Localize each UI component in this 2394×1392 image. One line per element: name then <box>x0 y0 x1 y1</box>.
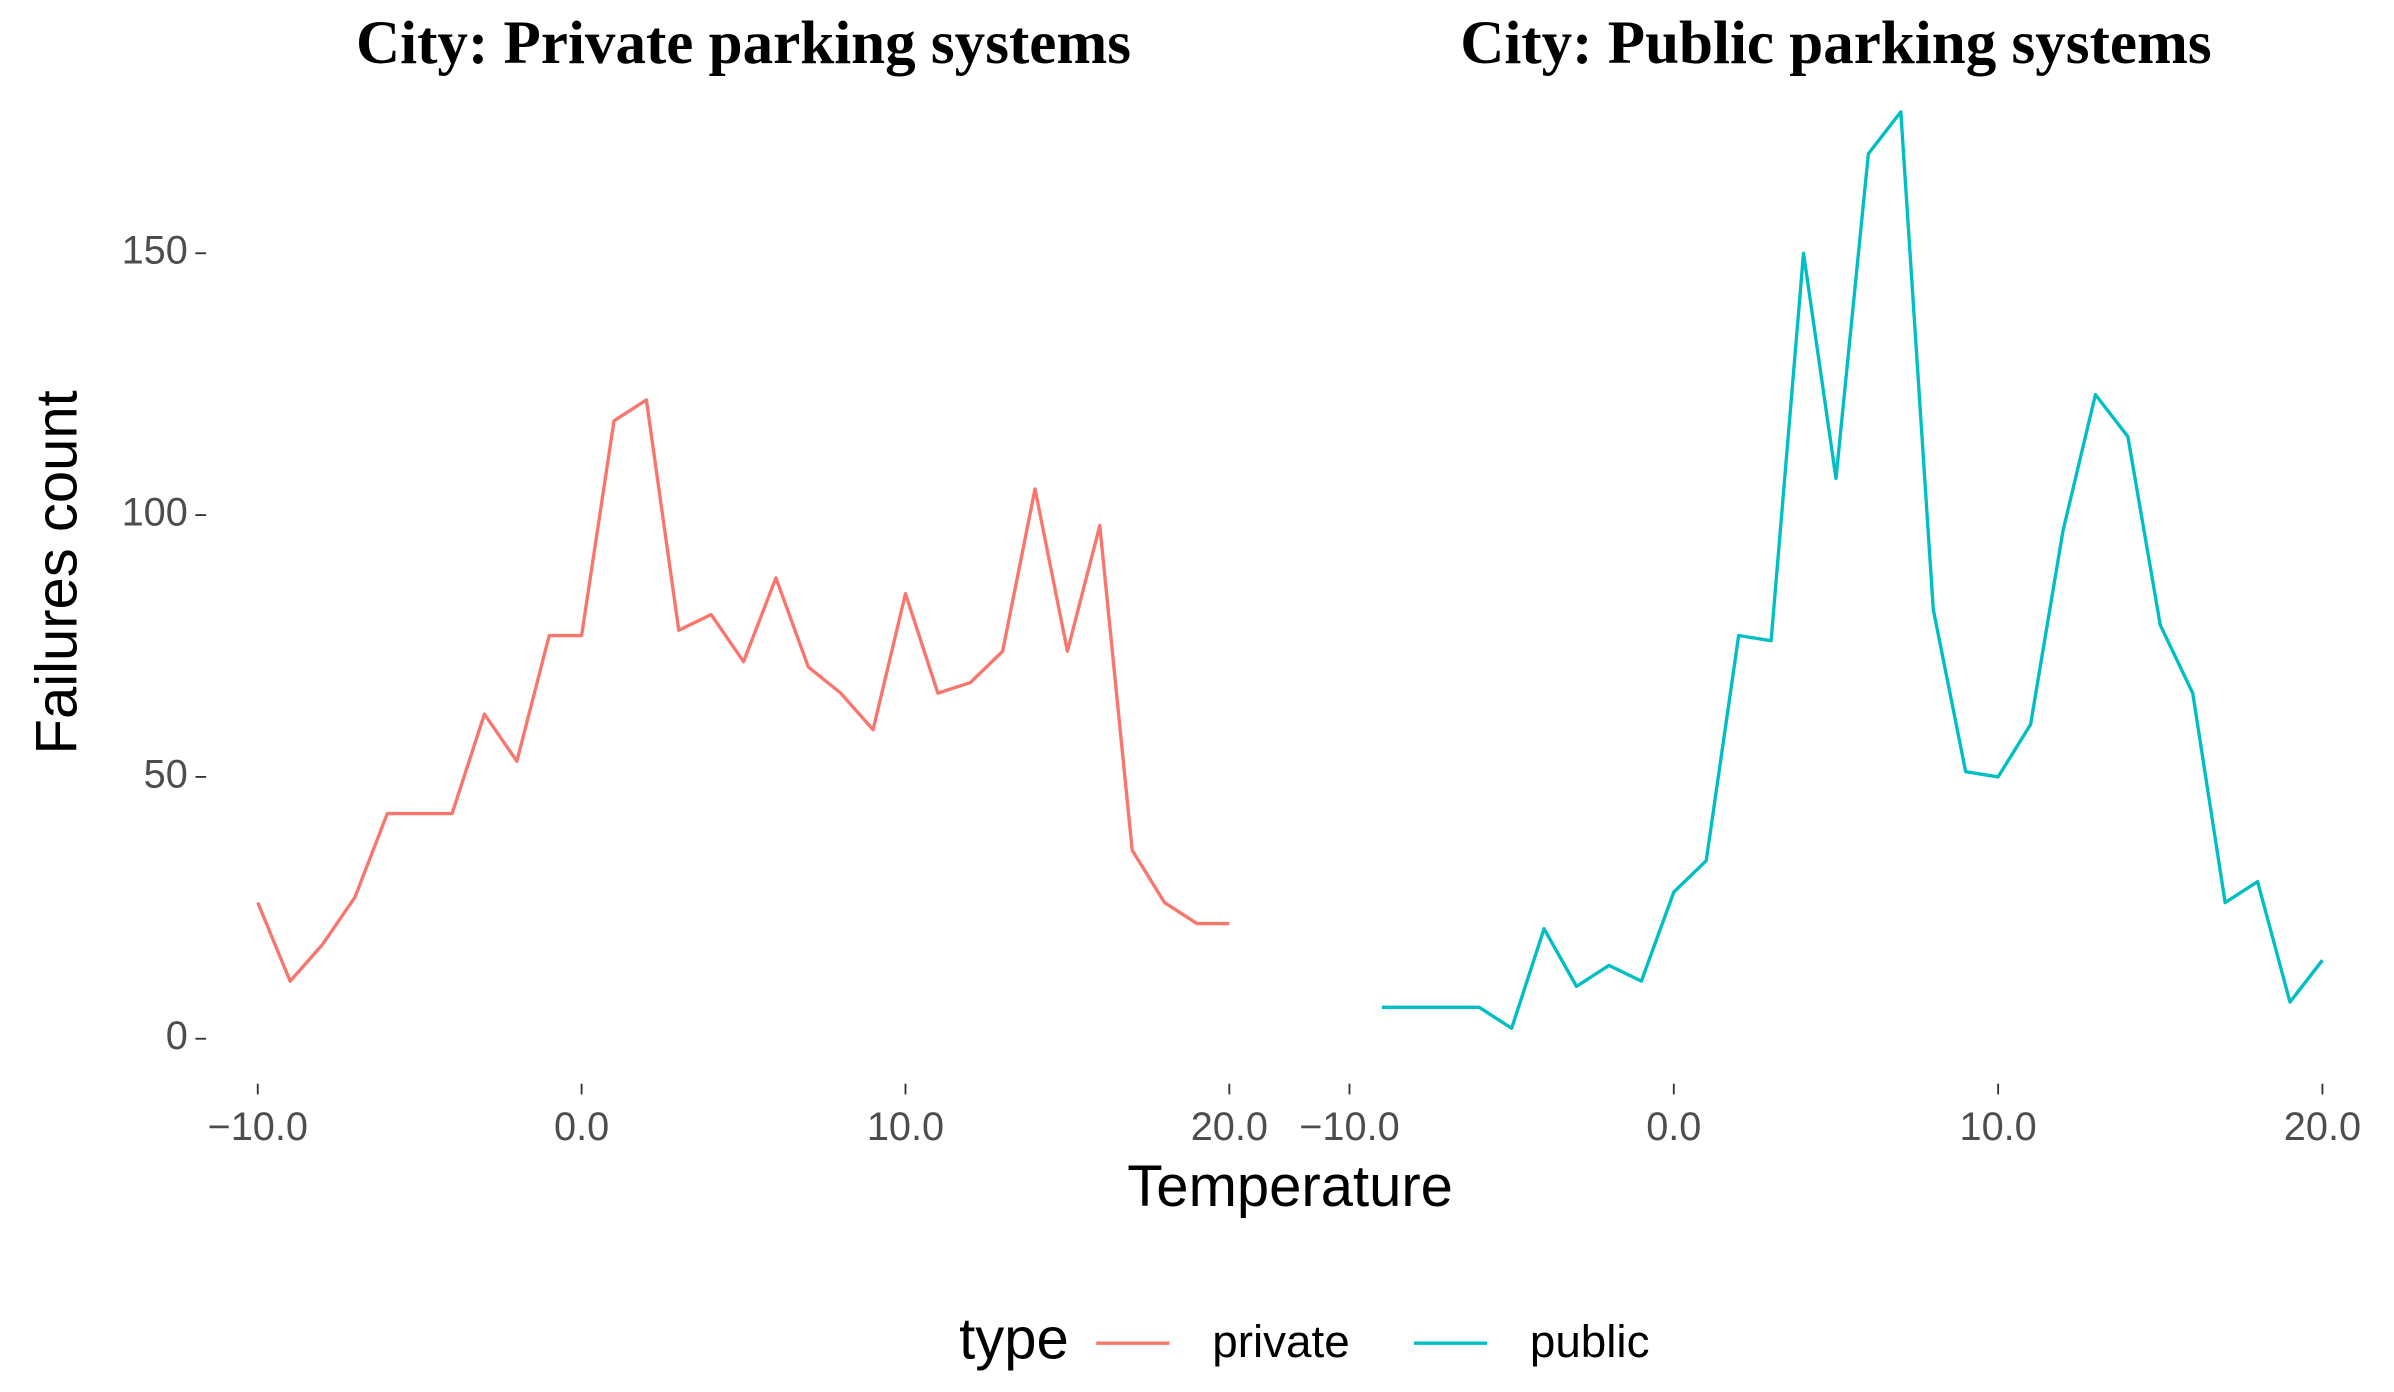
x-tick-label: 0.0 <box>554 1105 609 1149</box>
data-line <box>1381 110 2324 1030</box>
x-axis-label: Temperature <box>1127 1154 1453 1219</box>
legend-label: private <box>1212 1316 1349 1367</box>
x-tick-label: 20.0 <box>1191 1105 1268 1149</box>
x-tick-label: 20.0 <box>2284 1105 2361 1149</box>
y-tick-label: 150 <box>122 229 188 273</box>
panel-title: City: Private parking systems <box>356 10 1131 77</box>
panel-title: City: Public parking systems <box>1460 10 2211 77</box>
x-tick-label: 0.0 <box>1646 1105 1701 1149</box>
x-tick-label: 10.0 <box>867 1105 944 1149</box>
y-axis-label: Failures count <box>24 390 89 754</box>
y-tick-label: 0 <box>166 1014 188 1058</box>
x-tick-label: −10.0 <box>208 1105 308 1149</box>
data-line <box>256 398 1230 983</box>
y-tick-label: 100 <box>122 491 188 535</box>
x-tick-label: −10.0 <box>1299 1105 1399 1149</box>
legend-title: type <box>959 1306 1069 1371</box>
x-tick-label: 10.0 <box>1959 1105 2036 1149</box>
y-tick-label: 50 <box>144 752 188 796</box>
legend-label: public <box>1530 1316 1650 1367</box>
